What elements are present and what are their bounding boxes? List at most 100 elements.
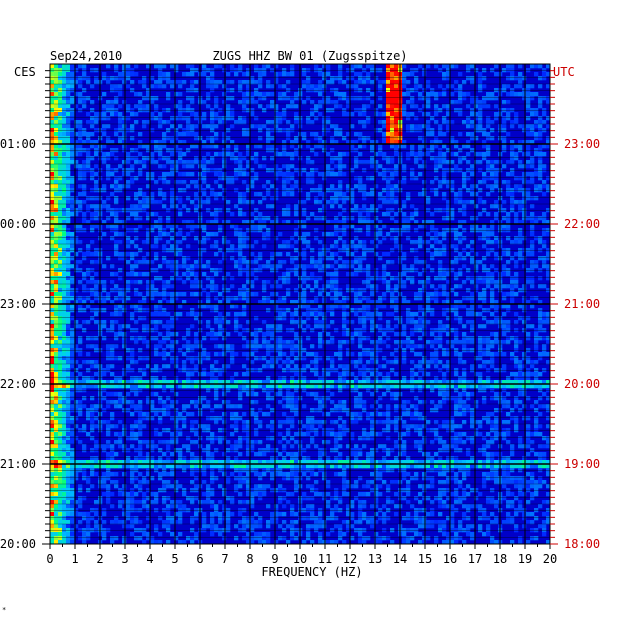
- heatmap-cell: [238, 332, 243, 337]
- heatmap-cell: [54, 368, 59, 373]
- heatmap-cell: [274, 216, 279, 221]
- heatmap-cell: [54, 216, 59, 221]
- heatmap-cell: [110, 148, 115, 153]
- heatmap-cell: [510, 288, 515, 293]
- heatmap-cell: [346, 196, 351, 201]
- heatmap-cell: [422, 284, 427, 289]
- heatmap-cell: [150, 368, 155, 373]
- heatmap-cell: [110, 372, 115, 377]
- heatmap-cell: [138, 132, 143, 137]
- heatmap-cell: [106, 216, 111, 221]
- heatmap-cell: [362, 312, 367, 317]
- heatmap-cell: [282, 176, 287, 181]
- heatmap-cell: [378, 228, 383, 233]
- heatmap-cell: [370, 80, 375, 85]
- heatmap-cell: [66, 132, 71, 137]
- heatmap-cell: [270, 184, 275, 189]
- heatmap-cell: [290, 176, 295, 181]
- heatmap-cell: [194, 260, 199, 265]
- heatmap-cell: [246, 372, 251, 377]
- heatmap-cell: [50, 312, 55, 317]
- heatmap-cell: [542, 232, 547, 237]
- heatmap-cell: [194, 316, 199, 321]
- heatmap-cell: [106, 208, 111, 213]
- heatmap-cell: [66, 376, 71, 381]
- heatmap-cell: [342, 200, 347, 205]
- heatmap-cell: [58, 220, 63, 225]
- heatmap-cell: [126, 64, 131, 69]
- heatmap-cell: [94, 296, 99, 301]
- heatmap-cell: [78, 260, 83, 265]
- heatmap-cell: [58, 100, 63, 105]
- heatmap-cell: [138, 104, 143, 109]
- heatmap-cell: [282, 180, 287, 185]
- heatmap-cell: [370, 316, 375, 321]
- heatmap-cell: [522, 176, 527, 181]
- heatmap-cell: [394, 228, 399, 233]
- heatmap-cell: [510, 284, 515, 289]
- heatmap-cell: [274, 284, 279, 289]
- heatmap-cell: [434, 188, 439, 193]
- heatmap-cell: [250, 348, 255, 353]
- heatmap-cell: [54, 380, 59, 385]
- heatmap-cell: [170, 320, 175, 325]
- heatmap-cell: [70, 344, 75, 349]
- heatmap-cell: [538, 316, 543, 321]
- heatmap-cell: [310, 172, 315, 177]
- heatmap-cell: [542, 284, 547, 289]
- heatmap-cell: [50, 208, 55, 213]
- heatmap-cell: [322, 284, 327, 289]
- heatmap-cell: [62, 116, 67, 121]
- heatmap-cell: [538, 128, 543, 133]
- heatmap-cell: [402, 104, 407, 109]
- heatmap-cell: [462, 212, 467, 217]
- heatmap-cell: [382, 252, 387, 257]
- heatmap-cell: [82, 76, 87, 81]
- heatmap-cell: [342, 172, 347, 177]
- heatmap-cell: [214, 196, 219, 201]
- heatmap-cell: [442, 64, 447, 69]
- heatmap-cell: [354, 360, 359, 365]
- heatmap-cell: [534, 368, 539, 373]
- heatmap-cell: [278, 340, 283, 345]
- heatmap-cell: [86, 76, 91, 81]
- heatmap-cell: [378, 192, 383, 197]
- heatmap-cell: [454, 232, 459, 237]
- heatmap-cell: [494, 112, 499, 117]
- heatmap-cell: [126, 260, 131, 265]
- heatmap-cell: [414, 124, 419, 129]
- heatmap-cell: [470, 96, 475, 101]
- heatmap-cell: [466, 188, 471, 193]
- heatmap-cell: [94, 280, 99, 285]
- heatmap-cell: [290, 384, 295, 389]
- heatmap-cell: [242, 344, 247, 349]
- heatmap-cell: [310, 180, 315, 185]
- heatmap-cell: [62, 364, 67, 369]
- heatmap-cell: [254, 116, 259, 121]
- heatmap-cell: [66, 296, 71, 301]
- heatmap-cell: [466, 348, 471, 353]
- heatmap-cell: [306, 316, 311, 321]
- heatmap-cell: [50, 92, 55, 97]
- heatmap-cell: [250, 384, 255, 389]
- heatmap-cell: [190, 68, 195, 73]
- heatmap-cell: [442, 324, 447, 329]
- heatmap-cell: [70, 76, 75, 81]
- heatmap-cell: [526, 192, 531, 197]
- heatmap-cell: [106, 64, 111, 69]
- heatmap-cell: [86, 96, 91, 101]
- heatmap-cell: [270, 284, 275, 289]
- heatmap-cell: [102, 324, 107, 329]
- heatmap-cell: [174, 244, 179, 249]
- heatmap-cell: [342, 304, 347, 309]
- heatmap-cell: [54, 264, 59, 269]
- heatmap-cell: [530, 224, 535, 229]
- heatmap-cell: [386, 260, 391, 265]
- heatmap-cell: [110, 264, 115, 269]
- heatmap-cell: [526, 376, 531, 381]
- heatmap-cell: [102, 280, 107, 285]
- heatmap-cell: [62, 360, 67, 365]
- heatmap-cell: [514, 116, 519, 121]
- heatmap-cell: [362, 216, 367, 221]
- heatmap-cell: [338, 256, 343, 261]
